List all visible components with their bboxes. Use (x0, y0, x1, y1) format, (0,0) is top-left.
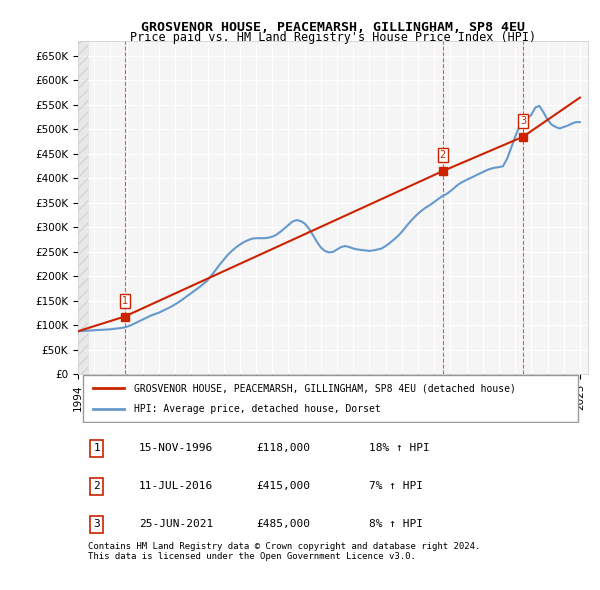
Text: £485,000: £485,000 (257, 519, 311, 529)
Text: 25-JUN-2021: 25-JUN-2021 (139, 519, 214, 529)
Text: 3: 3 (520, 116, 526, 126)
Text: Price paid vs. HM Land Registry's House Price Index (HPI): Price paid vs. HM Land Registry's House … (130, 31, 536, 44)
Text: £415,000: £415,000 (257, 481, 311, 491)
Text: 1: 1 (94, 444, 100, 454)
Text: 11-JUL-2016: 11-JUL-2016 (139, 481, 214, 491)
Text: 18% ↑ HPI: 18% ↑ HPI (368, 444, 430, 454)
Text: 8% ↑ HPI: 8% ↑ HPI (368, 519, 422, 529)
Text: 1: 1 (122, 296, 128, 306)
Text: HPI: Average price, detached house, Dorset: HPI: Average price, detached house, Dors… (134, 405, 381, 415)
FancyBboxPatch shape (83, 375, 578, 422)
Text: 3: 3 (94, 519, 100, 529)
Text: 2: 2 (440, 150, 446, 160)
Text: 15-NOV-1996: 15-NOV-1996 (139, 444, 214, 454)
Text: GROSVENOR HOUSE, PEACEMARSH, GILLINGHAM, SP8 4EU (detached house): GROSVENOR HOUSE, PEACEMARSH, GILLINGHAM,… (134, 383, 516, 393)
Text: £118,000: £118,000 (257, 444, 311, 454)
Text: Contains HM Land Registry data © Crown copyright and database right 2024.
This d: Contains HM Land Registry data © Crown c… (88, 542, 481, 562)
Bar (78, 41, 88, 374)
Text: 2: 2 (94, 481, 100, 491)
Text: 7% ↑ HPI: 7% ↑ HPI (368, 481, 422, 491)
Text: GROSVENOR HOUSE, PEACEMARSH, GILLINGHAM, SP8 4EU: GROSVENOR HOUSE, PEACEMARSH, GILLINGHAM,… (141, 21, 525, 34)
Bar (78, 41, 88, 374)
